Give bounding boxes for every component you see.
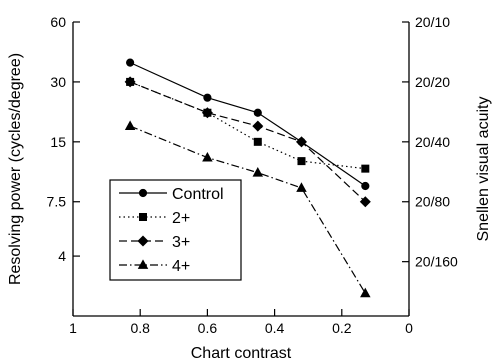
data-point	[124, 120, 136, 130]
data-point	[252, 120, 264, 132]
data-point	[361, 164, 370, 173]
series-4	[124, 120, 371, 298]
y-tick-label: 60	[50, 14, 66, 30]
legend-entry: 2+	[119, 210, 190, 227]
y2-tick-label: 20/40	[415, 134, 450, 150]
series-3	[124, 76, 371, 208]
series-2	[126, 77, 370, 173]
data-point	[297, 157, 306, 166]
series-group	[124, 58, 371, 298]
x-tick-label: 0.8	[130, 320, 150, 336]
data-point	[202, 151, 213, 162]
y2-axis-label: Snellen visual acuity	[475, 97, 492, 242]
data-point	[252, 167, 264, 177]
x-tick-label: 1	[69, 320, 77, 336]
data-point	[124, 76, 136, 88]
legend-marker	[139, 213, 147, 221]
legend-label: 2+	[172, 210, 190, 227]
legend: Control 2+ 3+ 4+	[109, 179, 242, 281]
y2-axis: 20/10 20/20 20/40 20/80 20/160	[402, 14, 458, 270]
data-point	[360, 287, 371, 298]
data-point	[203, 93, 212, 102]
data-point	[296, 182, 307, 192]
x-tick-label: 0	[405, 320, 413, 336]
legend-box	[109, 179, 242, 281]
data-point	[295, 136, 307, 148]
data-point	[126, 58, 135, 67]
y-tick-label: 4	[58, 248, 66, 264]
y-tick-label: 7.5	[47, 194, 67, 210]
y2-tick-label: 20/20	[415, 74, 450, 90]
x-tick-label: 0.2	[332, 320, 352, 336]
legend-label: 4+	[172, 258, 190, 275]
y2-tick-label: 20/160	[415, 254, 458, 270]
y2-tick-label: 20/10	[415, 14, 450, 30]
data-point	[253, 108, 262, 117]
legend-entry: Control	[119, 186, 224, 203]
data-point	[361, 181, 370, 191]
x-tick-label: 0.6	[198, 320, 218, 336]
legend-label: 3+	[172, 234, 190, 251]
legend-entry: 4+	[119, 258, 190, 275]
x-axis: 1 0.8 0.6 0.4 0.2 0	[69, 309, 413, 336]
plot-frame	[72, 22, 410, 317]
legend-marker	[137, 235, 149, 247]
data-point	[359, 196, 371, 208]
legend-marker	[137, 259, 149, 269]
data-point	[253, 137, 262, 146]
series-line	[129, 62, 366, 187]
legend-marker	[138, 188, 148, 198]
y-axis-label: Resolving power (cycles/degree)	[7, 53, 24, 285]
x-tick-label: 0.4	[265, 320, 285, 336]
y2-tick-label: 20/80	[415, 194, 450, 210]
data-point	[201, 107, 213, 119]
x-axis-label: Chart contrast	[191, 345, 292, 362]
y-tick-label: 30	[50, 74, 66, 90]
y-tick-label: 15	[50, 134, 66, 150]
legend-label: Control	[172, 186, 224, 203]
legend-entry: 3+	[119, 234, 190, 251]
series-line	[129, 81, 366, 170]
y-axis: 60 30 15 7.5 4	[47, 14, 80, 264]
